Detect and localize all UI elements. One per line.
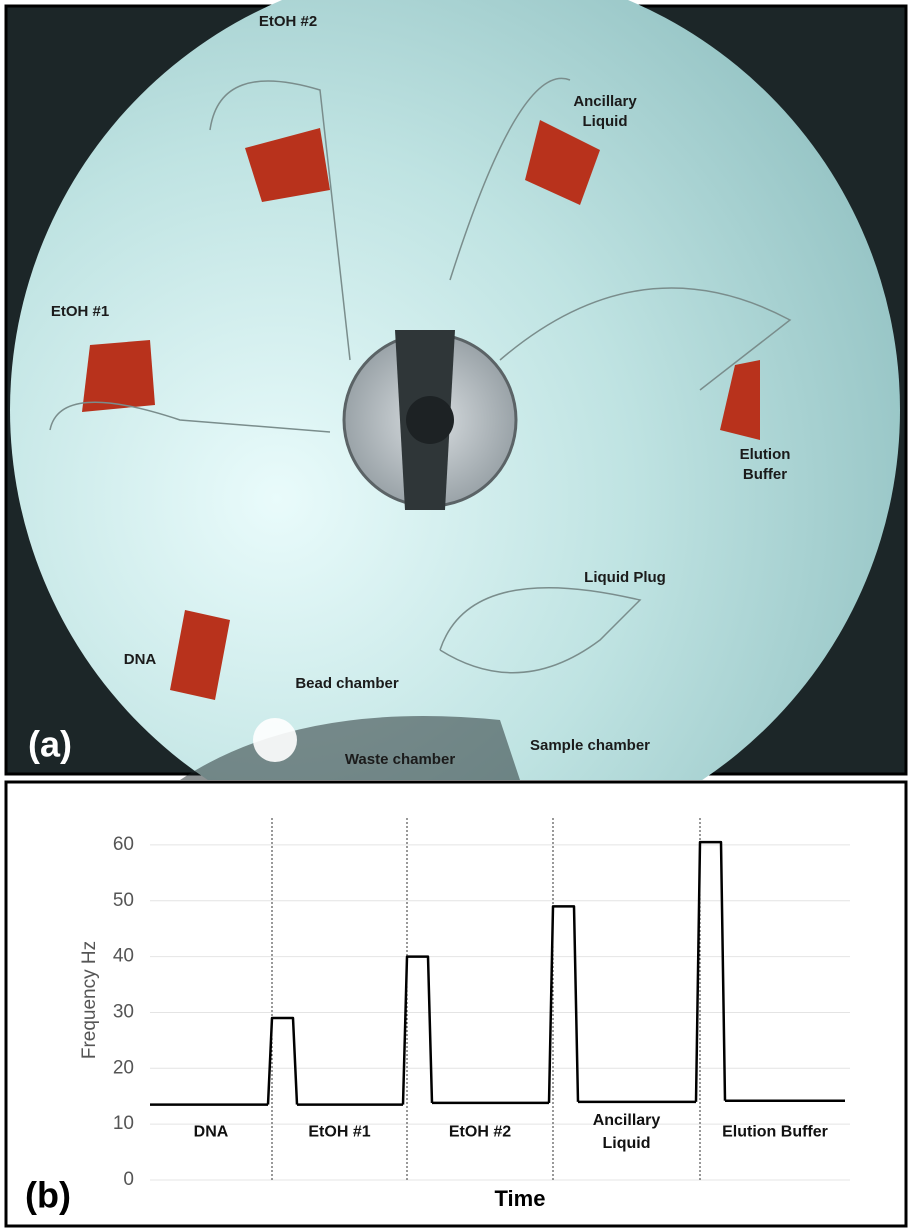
photo-label: EtOH #1 <box>50 302 110 320</box>
x-axis-label: Time <box>495 1186 546 1211</box>
y-tick-label: 40 <box>113 946 134 967</box>
phase-label: EtOH #1 <box>308 1123 371 1141</box>
y-axis-label: Frequency Hz <box>79 941 100 1059</box>
phase-label: Ancillary Liquid <box>592 1111 661 1152</box>
peak <box>547 905 580 1103</box>
peak <box>694 840 727 1102</box>
photo-label: Ancillary Liquid <box>573 92 637 130</box>
photo-label: Elution Buffer <box>739 445 791 483</box>
y-tick-label: 30 <box>113 1001 134 1022</box>
photo-panel <box>4 0 908 780</box>
panel-label: (b) <box>25 1175 71 1216</box>
shadow <box>180 716 520 780</box>
spindle <box>406 396 454 444</box>
photo-label: Sample chamber <box>529 736 651 754</box>
photo-label: Waste chamber <box>344 750 456 768</box>
phase-label: EtOH #2 <box>448 1123 512 1141</box>
photo-label: Bead chamber <box>295 674 399 692</box>
chart-frame <box>4 780 908 1228</box>
phase-label: DNA <box>193 1123 229 1141</box>
y-tick-label: 50 <box>113 890 134 911</box>
photo-label: Liquid Plug <box>584 568 666 586</box>
chart: Time Frequency Hz (b) 0 10 20 30 40 50 60 <box>4 780 908 1228</box>
panel-label: (a) <box>28 723 72 765</box>
red-chambers <box>82 120 760 700</box>
y-tick-label: 0 <box>123 1169 134 1190</box>
y-tick-label: 60 <box>113 834 134 855</box>
y-tick-label: 10 <box>113 1113 134 1134</box>
photo-label: DNA <box>123 650 157 668</box>
glare <box>253 718 297 762</box>
y-tick-label: 20 <box>113 1057 134 1078</box>
photo-label: EtOH #2 <box>258 12 318 30</box>
peak <box>266 1016 299 1105</box>
phase-label: Elution Buffer <box>722 1123 828 1141</box>
peak <box>401 955 434 1105</box>
channels <box>49 77 792 674</box>
